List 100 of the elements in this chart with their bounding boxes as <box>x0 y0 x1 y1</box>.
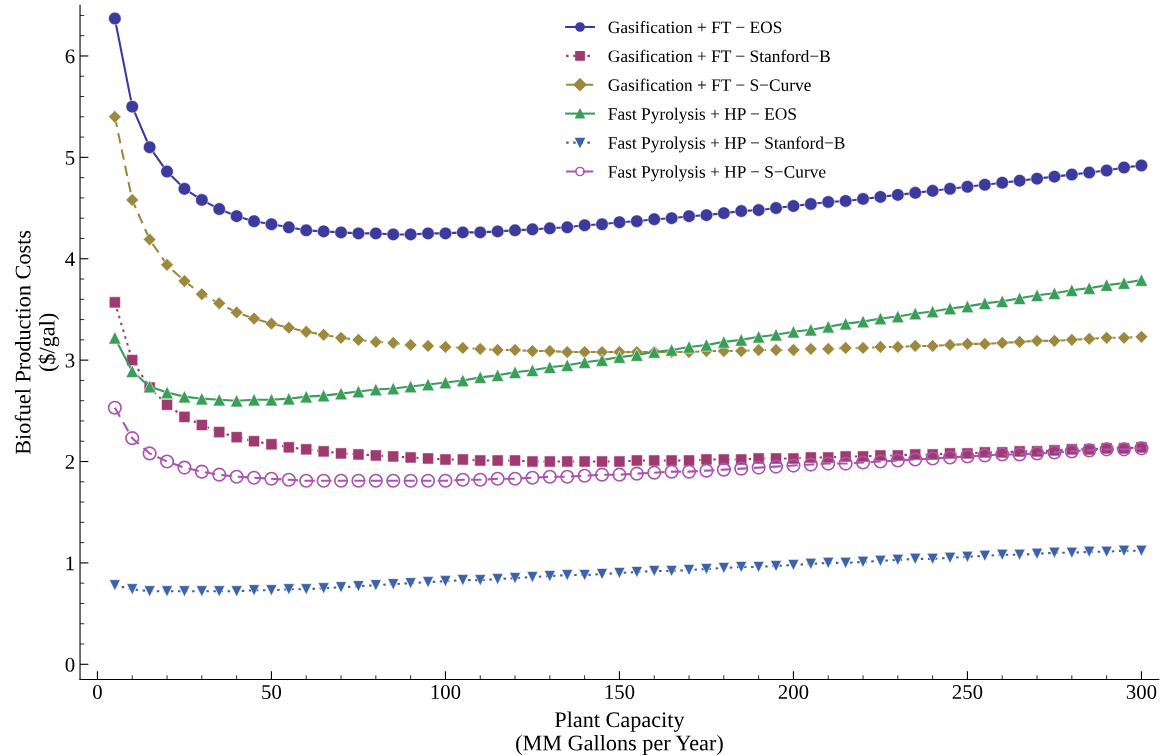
point <box>351 473 366 488</box>
point <box>804 197 818 211</box>
point <box>629 466 644 481</box>
y-tick-label: 2 <box>65 454 75 469</box>
point <box>335 447 347 460</box>
point <box>716 462 731 477</box>
point <box>142 232 157 247</box>
point <box>264 471 279 486</box>
y-axis-title: Biofuel Production Costs ($/gal) <box>14 230 60 455</box>
point <box>873 312 887 326</box>
y-tick-label: 0 <box>65 657 75 672</box>
point <box>856 315 870 329</box>
legend-label: Gasification + FT − S−Curve <box>608 78 811 91</box>
point <box>560 469 575 484</box>
point <box>874 555 887 567</box>
point <box>403 473 418 488</box>
point <box>665 565 678 577</box>
point <box>177 460 192 475</box>
point <box>160 258 174 272</box>
point <box>507 471 523 486</box>
point <box>142 446 157 461</box>
point <box>368 473 383 488</box>
point <box>786 458 801 473</box>
point <box>908 452 923 467</box>
point <box>700 563 713 575</box>
point <box>926 304 940 318</box>
point <box>194 464 209 479</box>
point <box>925 451 940 466</box>
x-tick-label: 300 <box>1126 684 1157 700</box>
point <box>212 467 227 482</box>
point <box>1012 447 1027 462</box>
point <box>107 400 122 415</box>
point <box>108 110 122 124</box>
point <box>125 431 140 446</box>
y-tick-label: 1 <box>66 556 74 571</box>
point <box>699 463 714 478</box>
point <box>1083 545 1096 558</box>
legend-label: Fast Pyrolysis + HP − S−Curve <box>608 165 826 182</box>
point <box>509 454 521 467</box>
point <box>334 387 348 401</box>
point <box>873 454 888 469</box>
y-tick-label: 5 <box>65 150 75 165</box>
point <box>1030 334 1044 348</box>
point <box>490 471 505 486</box>
legend-label: Gasification + FT − Stanford−B <box>608 49 830 63</box>
point <box>525 470 540 485</box>
point <box>542 469 557 484</box>
point <box>473 472 488 487</box>
point <box>577 468 592 483</box>
point <box>839 557 852 569</box>
point <box>229 469 244 484</box>
point <box>438 473 453 488</box>
point <box>647 465 662 480</box>
legend-label: Fast Pyrolysis + HP − EOS <box>608 107 796 124</box>
x-tick-label: 200 <box>778 684 809 700</box>
point <box>735 561 748 573</box>
point <box>943 338 957 352</box>
point <box>804 342 818 356</box>
point <box>996 548 1009 561</box>
point <box>525 363 539 377</box>
point <box>855 455 871 470</box>
legend-label: Fast Pyrolysis + HP − Stanford−B <box>608 136 845 153</box>
point <box>456 373 470 387</box>
point <box>386 473 401 488</box>
point <box>751 460 766 475</box>
point <box>890 453 905 468</box>
x-tick-label: 150 <box>605 684 635 700</box>
point <box>334 331 348 345</box>
point <box>734 461 749 476</box>
point <box>821 456 836 471</box>
point <box>421 226 435 240</box>
point <box>838 456 853 471</box>
point <box>316 473 331 488</box>
point <box>664 464 679 479</box>
point <box>1013 548 1026 561</box>
point <box>508 343 522 357</box>
point <box>420 473 436 488</box>
point <box>160 386 174 400</box>
point <box>421 339 435 353</box>
point <box>299 473 314 488</box>
point <box>977 448 992 463</box>
point <box>490 343 505 357</box>
point <box>942 450 958 465</box>
point <box>960 449 975 464</box>
legend-label: Gasification + FT − EOS <box>608 20 782 34</box>
point <box>803 457 818 472</box>
x-axis-title: Plant Capacity (MM Gallons per Year) <box>516 711 723 755</box>
point <box>369 335 383 349</box>
y-tick-label: 6 <box>65 49 75 64</box>
point <box>264 217 278 231</box>
point <box>455 472 470 487</box>
point <box>281 472 296 487</box>
x-tick-label: 250 <box>952 684 983 700</box>
x-tick-label: 100 <box>431 684 461 700</box>
point <box>246 470 262 485</box>
point <box>543 344 557 358</box>
point <box>892 554 904 566</box>
point <box>681 464 697 479</box>
point <box>333 473 349 488</box>
point <box>961 550 974 563</box>
